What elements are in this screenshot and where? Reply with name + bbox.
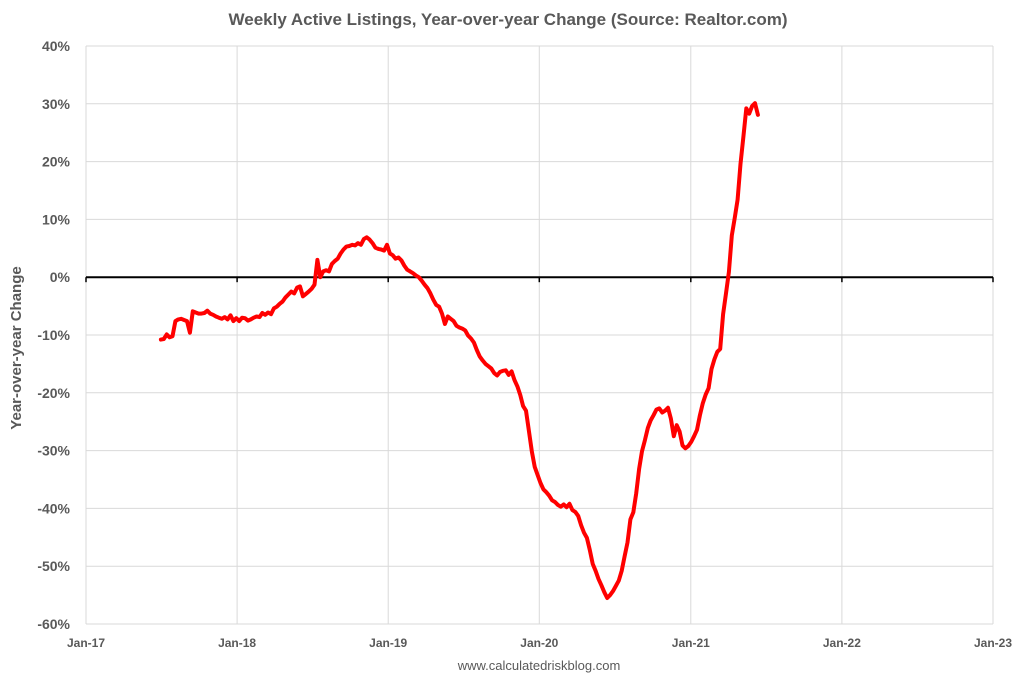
chart-title: Weekly Active Listings, Year-over-year C… (229, 10, 788, 29)
series-line (158, 101, 760, 600)
y-axis-tick-labels: 40% 30% 20% 10% 0% -10% -20% -30% -40% -50% -60% (37, 38, 70, 632)
x-tick-label: Jan-23 (974, 636, 1012, 650)
x-tick-label: Jan-19 (369, 636, 407, 650)
x-tick-label: Jan-18 (218, 636, 256, 650)
y-tick-label: -60% (37, 616, 70, 632)
y-axis-title: Year-over-year Change (8, 266, 25, 429)
grid-lines (85, 45, 994, 625)
y-tick-label: 10% (42, 211, 71, 227)
y-tick-label: -50% (37, 558, 70, 574)
y-tick-label: -10% (37, 327, 70, 343)
x-tick-label: Jan-20 (520, 636, 558, 650)
y-tick-label: 30% (42, 96, 71, 112)
source-credit: www.calculatedriskblog.com (457, 658, 621, 673)
x-axis-tick-labels: Jan-17 Jan-18 Jan-19 Jan-20 Jan-21 Jan-22 Jan-… (67, 636, 1012, 650)
x-tick-label: Jan-21 (672, 636, 710, 650)
y-tick-label: -40% (37, 500, 70, 516)
y-tick-label: 20% (42, 154, 71, 170)
y-tick-label: 0% (50, 269, 71, 285)
y-tick-label: -20% (37, 385, 70, 401)
y-tick-label: 40% (42, 38, 71, 54)
series-layer (158, 101, 760, 600)
y-tick-label: -30% (37, 443, 70, 459)
x-tick-label: Jan-22 (823, 636, 861, 650)
x-tick-label: Jan-17 (67, 636, 105, 650)
